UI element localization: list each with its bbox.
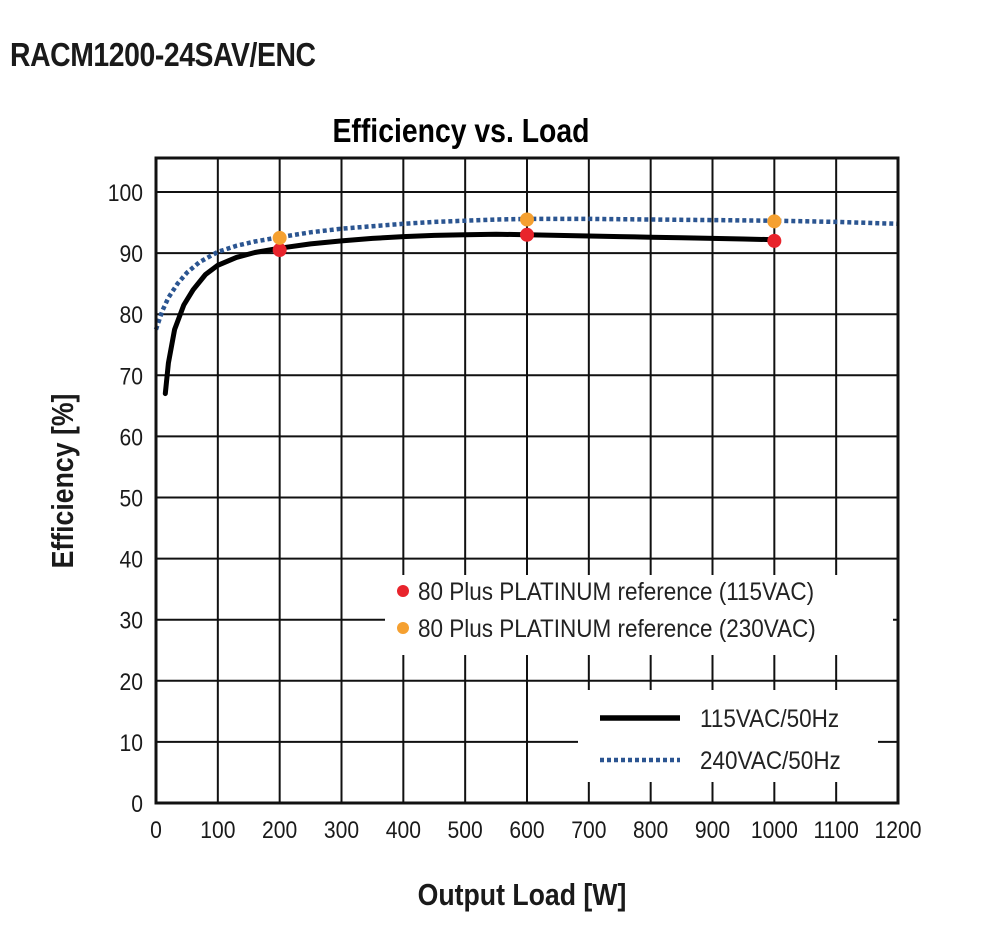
series-legend: 115VAC/50Hz 240VAC/50Hz	[578, 690, 878, 782]
reference-point-230vac	[767, 214, 782, 229]
y-tick-label: 70	[120, 363, 143, 390]
x-tick-label: 300	[324, 817, 359, 844]
product-title: RACM1200-24SAV/ENC	[10, 36, 316, 73]
y-tick-label: 50	[120, 485, 143, 512]
series-line-240vac	[153, 216, 899, 331]
reference-point-115vac	[272, 243, 287, 258]
y-tick-label: 0	[131, 791, 143, 818]
x-tick-label: 500	[448, 817, 483, 844]
y-tick-label: 80	[120, 302, 143, 329]
reference-legend-box	[385, 575, 893, 655]
x-tick-label: 600	[509, 817, 544, 844]
y-tick-label: 30	[120, 607, 143, 634]
y-tick-label: 100	[108, 180, 143, 207]
x-tick-label: 0	[150, 817, 162, 844]
tick-labels: 0 100 200 300 400 500 600 700 800 900 1000 1100 1200…	[108, 180, 922, 844]
y-tick-label: 10	[120, 730, 143, 757]
legend-label-115vac: 115VAC/50Hz	[700, 705, 839, 733]
x-tick-label: 1000	[751, 817, 798, 844]
series-layer	[153, 216, 899, 397]
chart-title: Efficiency vs. Load	[333, 112, 590, 150]
reference-point-230vac	[272, 230, 287, 245]
legend-label-ref-115: 80 Plus PLATINUM reference (115VAC)	[418, 578, 814, 606]
x-tick-label: 200	[262, 817, 297, 844]
legend-label-ref-230: 80 Plus PLATINUM reference (230VAC)	[418, 615, 816, 643]
legend-marker-ref-230	[397, 622, 409, 634]
reference-point-115vac	[767, 233, 782, 248]
x-tick-label: 700	[571, 817, 606, 844]
reference-point-230vac	[520, 212, 534, 227]
reference-legend: 80 Plus PLATINUM reference (115VAC) 80 P…	[385, 575, 893, 655]
y-tick-label: 20	[120, 669, 143, 696]
x-tick-label: 400	[386, 817, 421, 844]
y-tick-label: 60	[120, 424, 143, 451]
legend-label-240vac: 240VAC/50Hz	[700, 747, 841, 775]
x-tick-label: 100	[200, 817, 235, 844]
y-tick-label: 40	[120, 546, 143, 573]
x-tick-label: 1200	[875, 817, 922, 844]
series-line-115vac	[162, 231, 777, 397]
series-legend-box	[578, 690, 878, 782]
reference-points-layer	[272, 212, 782, 258]
x-tick-label: 800	[633, 817, 668, 844]
x-tick-label: 900	[695, 817, 730, 844]
reference-point-115vac	[520, 227, 534, 242]
plot-frame	[154, 156, 900, 805]
y-axis-label: Efficiency [%]	[46, 394, 80, 569]
x-axis-label: Output Load [W]	[418, 878, 627, 912]
x-tick-label: 1100	[813, 817, 858, 844]
y-tick-label: 90	[120, 241, 143, 268]
legend-marker-ref-115	[397, 585, 409, 597]
